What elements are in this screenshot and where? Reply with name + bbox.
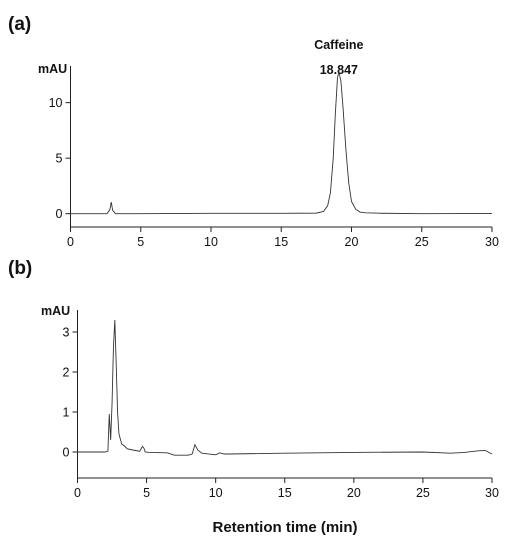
panel-a-x-tick-label: 20: [345, 235, 359, 249]
panel-b-y-tick-label: 0: [63, 446, 70, 460]
panel-b-x-tick-label: 20: [347, 486, 361, 500]
caffeine-peak-name: Caffeine: [314, 38, 363, 52]
panel-b-label: (b): [8, 258, 32, 279]
panel-b-y-tick-label: 3: [63, 326, 70, 340]
panel-a-x-tick-label: 25: [415, 235, 429, 249]
panel-b-x-tick-label: 30: [485, 486, 499, 500]
panel-b-x-tick-label: 15: [278, 486, 292, 500]
panel-a-x-tick-label: 0: [67, 235, 74, 249]
panel-a-y-tick-label: 10: [49, 96, 63, 110]
panel-a-x-tick-label: 30: [485, 235, 499, 249]
panel-b-y-tick-label: 1: [63, 406, 70, 420]
panel-a-trace: [70, 71, 493, 215]
panel-b-x-tick-label: 0: [74, 486, 81, 500]
panel-b-x-tick-label: 5: [143, 486, 150, 500]
panel-b-trace: [77, 319, 493, 456]
panel-a-ticks: 0 5 10 15 20 25 30 0 5 10: [49, 96, 499, 249]
caffeine-retention-label: 18.847: [320, 63, 358, 77]
panel-a-y-tick-label: 5: [56, 152, 63, 166]
x-axis-title: Retention time (min): [213, 519, 358, 536]
panel-a-label: (a): [8, 14, 31, 35]
panel-b-x-tick-label: 25: [416, 486, 430, 500]
panel-b-y-tick-label: 2: [63, 366, 70, 380]
panel-b-x-tick-label: 10: [209, 486, 223, 500]
panel-a-x-tick-label: 10: [204, 235, 218, 249]
panel-a-x-tick-label: 15: [274, 235, 288, 249]
panel-a-x-tick-label: 5: [137, 235, 144, 249]
panel-a-y-tick-label: 0: [56, 207, 63, 221]
panel-a-y-unit: mAU: [38, 62, 67, 76]
panel-a: (a) mAU Caffeine 18.847 0 5 10 15 20 25 30 0 5 10: [8, 14, 499, 249]
panel-b: (b) mAU 0 5 10 15 20 25 30 0 1 2 3: [8, 258, 499, 500]
panel-b-y-unit: mAU: [41, 304, 70, 318]
panel-b-ticks: 0 5 10 15 20 25 30 0 1 2 3: [63, 326, 499, 501]
